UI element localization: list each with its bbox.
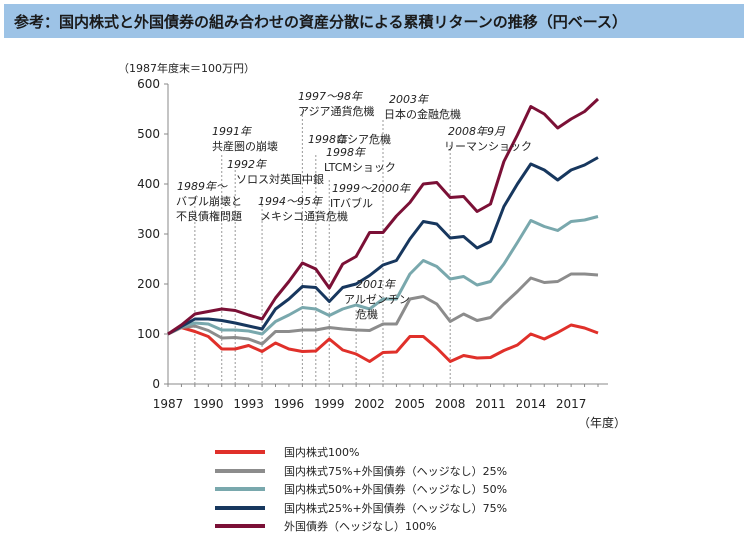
legend-item: 国内株式100% bbox=[215, 443, 635, 462]
legend-label: 国内株式50%+外国債券（ヘッジなし）50% bbox=[284, 483, 508, 496]
legend-label: 国内株式25%+外国債券（ヘッジなし）75% bbox=[284, 501, 508, 515]
x-tick-label: 2014 bbox=[516, 397, 547, 411]
annotation-label: LTCMショック bbox=[324, 161, 396, 174]
annotation-label: 1989年～ bbox=[177, 180, 228, 193]
legend-item: 国内株式25%+外国債券（ヘッジなし）75% bbox=[215, 499, 635, 518]
series-line-3 bbox=[167, 215, 599, 336]
annotation-label: 共産圏の崩壊 bbox=[212, 139, 278, 153]
x-tick-label: 2008 bbox=[435, 397, 466, 411]
x-tick-label: 2002 bbox=[354, 397, 385, 411]
annotation-label: ロシア危機 bbox=[336, 132, 391, 146]
unit-note: （1987年度末＝100万円） bbox=[118, 61, 255, 75]
annotation-label: アジア通貨危機 bbox=[298, 104, 375, 118]
legend-swatch bbox=[215, 487, 265, 491]
annotation-label: 1991年 bbox=[212, 125, 252, 138]
legend-item: 国内株式50%+外国債券（ヘッジなし）50% bbox=[215, 480, 635, 499]
header-banner: 参考：国内株式と外国債券の組み合わせの資産分散による累積リターンの推移（円ベース… bbox=[4, 4, 744, 38]
legend-label: 外国債券（ヘッジなし）100% bbox=[284, 520, 437, 533]
annotation-label: 1997～98年 bbox=[298, 90, 363, 103]
legend: 国内株式100% 国内株式75%+外国債券（ヘッジなし）25% 国内株式50%+外国… bbox=[215, 443, 635, 536]
legend-swatch bbox=[215, 450, 265, 454]
annotation-label: バブル崩壊と bbox=[176, 194, 242, 208]
annotation-label: 2008年9月 bbox=[448, 125, 506, 138]
annotation-label: 不良債権問題 bbox=[176, 209, 242, 223]
legend-swatch bbox=[215, 524, 265, 528]
legend-label: 国内株式75%+外国債券（ヘッジなし）25% bbox=[284, 464, 508, 478]
y-tick-label: 100 bbox=[137, 327, 160, 341]
annotation-label: 日本の金融危機 bbox=[384, 107, 461, 121]
legend-item: 外国債券（ヘッジなし）100% bbox=[215, 517, 635, 536]
x-axis-label: （年度） bbox=[578, 415, 626, 430]
legend-item: 国内株式75%+外国債券（ヘッジなし）25% bbox=[215, 462, 635, 481]
annotation-label: 危機 bbox=[356, 307, 378, 321]
annotation-label: ITバブル bbox=[330, 196, 373, 210]
annotation-label: 1999～2000年 bbox=[332, 182, 411, 195]
y-tick-label: 600 bbox=[137, 77, 160, 91]
series-line-2 bbox=[167, 272, 599, 346]
x-tick-label: 1999 bbox=[314, 397, 345, 411]
y-tick-label: 400 bbox=[137, 177, 160, 191]
annotation-label: 1992年 bbox=[227, 158, 267, 171]
annotation-label: 1998年 bbox=[308, 133, 348, 146]
y-tick-label: 0 bbox=[152, 377, 160, 391]
series-line-4 bbox=[167, 156, 599, 336]
x-tick-label: 1993 bbox=[233, 397, 264, 411]
legend-label: 国内株式100% bbox=[284, 446, 360, 459]
y-tick-label: 500 bbox=[137, 127, 160, 141]
x-tick-label: 1990 bbox=[193, 397, 224, 411]
annotation-label: 1994～95年 bbox=[258, 195, 323, 208]
series-line-1 bbox=[167, 323, 599, 363]
y-tick-label: 300 bbox=[137, 227, 160, 241]
series-line-5 bbox=[167, 97, 600, 336]
annotation-label: 1998年 bbox=[326, 146, 366, 159]
annotation-label: 2001年 bbox=[356, 278, 396, 291]
annotation-label: 2003年 bbox=[389, 93, 429, 106]
x-tick-label: 1996 bbox=[274, 397, 305, 411]
legend-swatch bbox=[215, 505, 265, 510]
y-tick-label: 200 bbox=[137, 277, 160, 291]
legend-swatch bbox=[215, 468, 265, 473]
x-tick-label: 1987 bbox=[153, 397, 184, 411]
annotation-label: ソロス対英国中銀 bbox=[236, 172, 324, 186]
x-tick-label: 2005 bbox=[395, 397, 426, 411]
annotation-label: リーマンショック bbox=[444, 140, 532, 153]
annotation-label: アルゼンチン bbox=[344, 293, 410, 306]
x-tick-label: 2011 bbox=[475, 397, 506, 411]
annotation-label: メキシコ通貨危機 bbox=[260, 209, 348, 223]
x-tick-label: 2017 bbox=[556, 397, 587, 411]
chart-title: 参考：国内株式と外国債券の組み合わせの資産分散による累積リターンの推移（円ベース… bbox=[14, 13, 628, 31]
